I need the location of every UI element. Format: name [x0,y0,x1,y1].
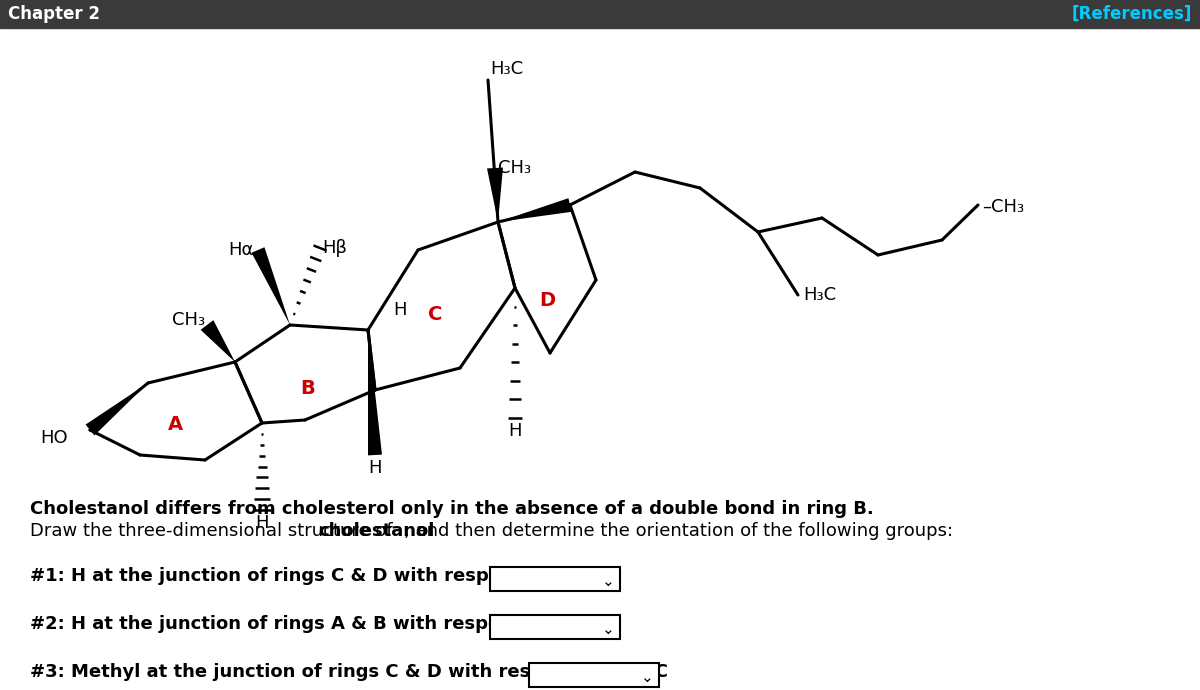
Text: #1: H at the junction of rings C & D with respect to ring C: #1: H at the junction of rings C & D wit… [30,567,613,585]
Text: Hβ: Hβ [322,239,347,257]
Text: H₃C: H₃C [490,60,523,78]
Text: H: H [256,514,269,532]
Bar [491,567,620,591]
Text: H: H [394,301,407,319]
Text: H₃C: H₃C [803,286,836,304]
Polygon shape [368,330,382,455]
Polygon shape [498,198,571,222]
Text: Chapter 2: Chapter 2 [8,5,100,23]
Bar [491,615,620,639]
Text: ⌄: ⌄ [602,573,614,589]
Text: cholestanol: cholestanol [318,522,434,540]
Text: HO: HO [41,429,68,447]
Text: H: H [509,422,522,440]
Text: A: A [168,415,182,435]
Polygon shape [487,168,503,222]
Polygon shape [200,320,235,362]
Bar [0,0,1200,28]
Text: #3: Methyl at the junction of rings C & D with respect to ring C: #3: Methyl at the junction of rings C & … [30,663,668,681]
Text: #2: H at the junction of rings A & B with respect to ring B: #2: H at the junction of rings A & B wit… [30,615,613,633]
Text: Draw the three-dimensional structure of: Draw the three-dimensional structure of [30,522,398,540]
Text: H: H [368,459,382,477]
Text: CH₃: CH₃ [172,311,205,329]
Text: B: B [301,379,316,397]
Text: Cholestanol differs from cholesterol only in the absence of a double bond in rin: Cholestanol differs from cholesterol onl… [30,500,874,518]
Polygon shape [252,247,290,325]
Text: C: C [428,306,442,324]
Text: D: D [539,290,556,310]
Text: CH₃: CH₃ [498,159,532,177]
Polygon shape [85,383,148,435]
Text: , and then determine the orientation of the following groups:: , and then determine the orientation of … [403,522,953,540]
Text: [References]: [References] [1072,5,1192,23]
Text: –CH₃: –CH₃ [982,198,1024,216]
Text: Hα: Hα [229,241,254,259]
Text: ⌄: ⌄ [641,669,654,684]
Text: ⌄: ⌄ [602,622,614,636]
Bar [529,663,659,687]
